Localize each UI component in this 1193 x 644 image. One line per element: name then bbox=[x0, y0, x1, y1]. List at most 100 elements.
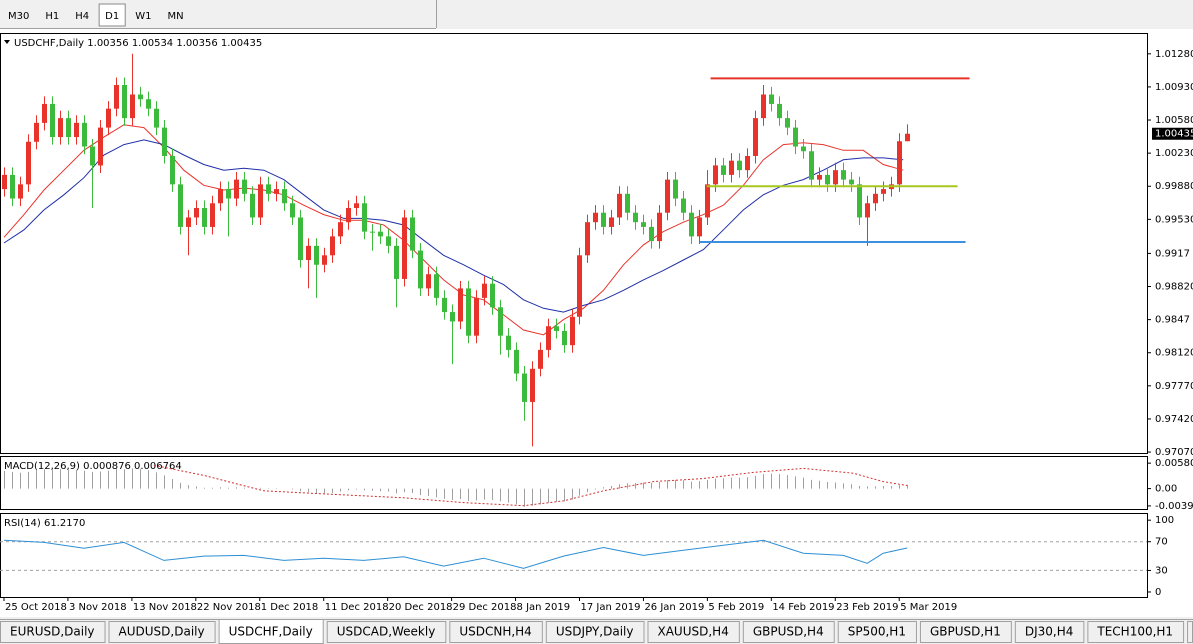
timeframe-button[interactable]: W1 bbox=[135, 11, 151, 22]
chart-tab[interactable]: USDCHF,Daily bbox=[229, 625, 313, 639]
candle-body bbox=[689, 212, 694, 237]
chart-tab[interactable]: GBPUSD,H1 bbox=[930, 625, 1001, 639]
y-tick-label: 0.9917 bbox=[1155, 248, 1190, 259]
candle-body bbox=[657, 212, 662, 242]
candle-body bbox=[106, 108, 111, 128]
candle-body bbox=[713, 165, 718, 185]
chart-tab-frame bbox=[108, 621, 216, 643]
chart-tab[interactable]: GBPUSD,H4 bbox=[753, 625, 824, 639]
candle-body bbox=[130, 94, 135, 119]
x-tick-label: 11 Dec 2018 bbox=[325, 602, 389, 613]
candle-body bbox=[146, 99, 151, 109]
candle-body bbox=[394, 245, 399, 279]
candle-body bbox=[577, 255, 582, 317]
candle-body bbox=[346, 208, 351, 223]
candle-body bbox=[266, 184, 271, 194]
price-marker-label: 1.00435 bbox=[1155, 129, 1193, 140]
candle-body bbox=[570, 316, 575, 346]
candle-body bbox=[865, 203, 870, 218]
y-tick-label: 100 bbox=[1155, 515, 1174, 526]
y-tick-label: 0.99880 bbox=[1155, 181, 1193, 192]
y-tick-label: 70 bbox=[1155, 537, 1168, 548]
candle-body bbox=[306, 245, 311, 261]
candle-body bbox=[817, 174, 822, 180]
candle-body bbox=[857, 184, 862, 218]
candle-body bbox=[58, 118, 63, 138]
candle-body bbox=[450, 312, 455, 322]
y-tick-label: 0.00 bbox=[1155, 484, 1177, 495]
chart-background bbox=[0, 29, 1193, 617]
candle-body bbox=[466, 288, 471, 336]
timeframe-button[interactable]: MN bbox=[167, 11, 183, 22]
candle-body bbox=[849, 179, 854, 185]
candle-body bbox=[490, 283, 495, 308]
candle-body bbox=[282, 189, 287, 204]
candle-body bbox=[522, 373, 527, 402]
chart-tab[interactable]: DJ30,H4 bbox=[1025, 625, 1074, 639]
chart-tab[interactable]: USDCAD,Weekly bbox=[337, 625, 436, 639]
candle-body bbox=[673, 179, 678, 199]
candle-body bbox=[298, 217, 303, 261]
candle-body bbox=[609, 217, 614, 227]
moving-average bbox=[3, 139, 904, 313]
timeframe-active bbox=[98, 3, 126, 27]
candle-body bbox=[322, 255, 327, 265]
chart-tab[interactable]: USDCNH,H4 bbox=[459, 625, 532, 639]
candle-body bbox=[362, 203, 367, 232]
chart-tab[interactable]: TECH100,H1 bbox=[1096, 625, 1173, 639]
candle-body bbox=[705, 184, 710, 218]
candle-body bbox=[721, 165, 726, 175]
pane-title: RSI(14) 61.2170 bbox=[4, 518, 85, 529]
candle-body bbox=[665, 179, 670, 213]
y-tick-label: 30 bbox=[1155, 565, 1168, 576]
candle-body bbox=[18, 184, 23, 199]
timeframe-button[interactable]: M30 bbox=[8, 11, 29, 22]
candle-body bbox=[697, 217, 702, 237]
price-marker bbox=[1152, 127, 1193, 140]
chart-tab-frame bbox=[919, 621, 1012, 643]
timeframe-button[interactable]: H4 bbox=[75, 11, 89, 22]
candle-body bbox=[841, 170, 846, 180]
chart-tab[interactable]: AUDUSD,Daily bbox=[119, 625, 205, 639]
candle-body bbox=[737, 160, 742, 171]
candle-body bbox=[546, 326, 551, 350]
candle-body bbox=[442, 297, 447, 313]
candle-body bbox=[42, 103, 47, 123]
y-tick-label: 0.97770 bbox=[1155, 381, 1193, 392]
x-tick-label: 14 Feb 2019 bbox=[772, 602, 834, 613]
candle-body bbox=[82, 122, 87, 147]
candle-body bbox=[74, 122, 79, 138]
candle-body bbox=[426, 274, 431, 289]
pane-title: MACD(12,26,9) 0.000876 0.006764 bbox=[4, 461, 182, 472]
candle-body bbox=[162, 127, 167, 156]
y-tick-label: 1.00580 bbox=[1155, 115, 1193, 126]
candle-body bbox=[745, 155, 750, 171]
candle-body bbox=[114, 85, 119, 109]
candle-body bbox=[897, 141, 902, 185]
candle-body bbox=[194, 208, 199, 218]
chart-tab[interactable]: SP500,H1 bbox=[848, 625, 906, 639]
candle-body bbox=[681, 198, 686, 213]
timeframe-button[interactable]: H1 bbox=[45, 11, 59, 22]
candle-body bbox=[274, 189, 279, 194]
candle-body bbox=[641, 222, 646, 227]
timeframe-button[interactable]: D1 bbox=[105, 11, 119, 22]
candle-body bbox=[226, 189, 231, 199]
candle-body bbox=[873, 193, 878, 204]
candle-body bbox=[2, 174, 7, 190]
candle-body bbox=[625, 193, 630, 213]
candle-body bbox=[833, 170, 838, 185]
pane-frame bbox=[0, 33, 1148, 454]
chart-tab[interactable]: USDJPY,Daily bbox=[556, 625, 634, 639]
chart-tab-frame bbox=[0, 621, 106, 643]
candle-body bbox=[90, 146, 95, 166]
chart-tab[interactable]: EURUSD,Daily bbox=[10, 625, 95, 639]
y-tick-label: 1.00930 bbox=[1155, 82, 1193, 93]
candle-body bbox=[330, 236, 335, 256]
candle-body bbox=[234, 179, 239, 199]
candle-body bbox=[66, 118, 71, 138]
chart-tab[interactable]: XAUUSD,H4 bbox=[658, 625, 729, 639]
candle-body bbox=[354, 203, 359, 208]
candle-body bbox=[793, 127, 798, 147]
candle-body bbox=[562, 330, 567, 346]
